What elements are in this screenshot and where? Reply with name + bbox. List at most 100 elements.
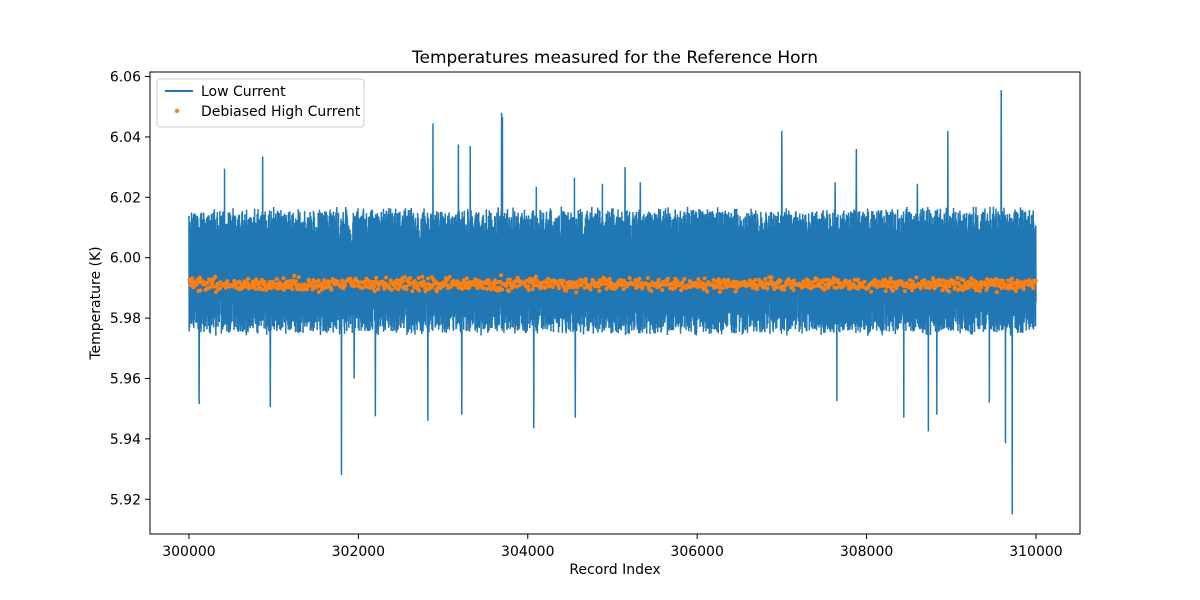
high-current-point bbox=[514, 284, 519, 289]
high-current-point bbox=[198, 288, 203, 293]
x-tick-label: 304000 bbox=[501, 544, 554, 560]
high-current-point bbox=[410, 289, 415, 294]
high-current-point bbox=[961, 278, 966, 283]
high-current-point bbox=[595, 280, 600, 285]
high-current-point bbox=[720, 286, 725, 291]
y-tick-label: 6.00 bbox=[110, 251, 141, 267]
y-tick-label: 6.04 bbox=[110, 130, 141, 146]
high-current-point bbox=[753, 277, 758, 282]
high-current-point bbox=[815, 277, 820, 282]
y-tick-label: 5.98 bbox=[110, 311, 141, 327]
high-current-point bbox=[791, 287, 796, 292]
high-current-point bbox=[420, 274, 425, 279]
high-current-point bbox=[835, 277, 840, 282]
high-current-point bbox=[975, 285, 980, 290]
high-current-point bbox=[530, 286, 535, 291]
high-current-point bbox=[966, 285, 971, 290]
high-current-point bbox=[486, 278, 491, 283]
high-current-point bbox=[778, 278, 783, 283]
high-current-point bbox=[910, 279, 915, 284]
high-current-point bbox=[855, 277, 860, 282]
high-current-point bbox=[445, 277, 450, 282]
high-current-point bbox=[755, 287, 760, 292]
high-current-point bbox=[711, 278, 716, 283]
high-current-point bbox=[627, 276, 632, 281]
high-current-point bbox=[649, 288, 654, 293]
high-current-point bbox=[382, 286, 387, 291]
high-current-point bbox=[937, 277, 942, 282]
high-current-point bbox=[194, 282, 199, 287]
high-current-point bbox=[888, 276, 893, 281]
x-axis: 300000 302000 304000 306000 308000 310000 bbox=[162, 534, 1063, 560]
high-current-point bbox=[481, 286, 486, 291]
high-current-point bbox=[733, 289, 738, 294]
high-current-point bbox=[281, 276, 286, 281]
high-current-point bbox=[425, 276, 430, 281]
high-current-point bbox=[791, 278, 796, 283]
high-current-point bbox=[604, 286, 609, 291]
high-current-point bbox=[372, 284, 377, 289]
high-current-point bbox=[979, 285, 984, 290]
high-current-point bbox=[645, 276, 650, 281]
high-current-point bbox=[574, 290, 579, 295]
high-current-point bbox=[862, 279, 867, 284]
high-current-point bbox=[245, 281, 250, 286]
high-current-point bbox=[290, 287, 295, 292]
high-current-point bbox=[724, 285, 729, 290]
high-current-point bbox=[535, 278, 540, 283]
high-current-point bbox=[416, 275, 421, 280]
high-current-point bbox=[682, 276, 687, 281]
high-current-point bbox=[705, 289, 710, 294]
high-current-point bbox=[393, 285, 398, 290]
high-current-point bbox=[985, 285, 990, 290]
y-tick-label: 5.96 bbox=[110, 371, 141, 387]
y-tick-label: 5.92 bbox=[110, 492, 141, 508]
high-current-point bbox=[274, 277, 279, 282]
high-current-point bbox=[973, 279, 978, 284]
high-current-point bbox=[869, 289, 874, 294]
high-current-point bbox=[561, 284, 566, 289]
high-current-point bbox=[408, 275, 413, 280]
high-current-point bbox=[341, 286, 346, 291]
high-current-point bbox=[543, 284, 548, 289]
high-current-point bbox=[680, 280, 685, 285]
high-current-point bbox=[485, 286, 490, 291]
high-current-point bbox=[214, 289, 218, 294]
high-current-point bbox=[1012, 281, 1017, 286]
high-current-point bbox=[716, 277, 721, 282]
high-current-point bbox=[507, 277, 512, 282]
high-current-point bbox=[698, 284, 703, 289]
high-current-point bbox=[825, 282, 830, 287]
high-current-point bbox=[947, 283, 952, 288]
high-current-point bbox=[946, 289, 951, 294]
high-current-point bbox=[533, 274, 538, 279]
high-current-point bbox=[550, 284, 555, 289]
high-current-point bbox=[717, 289, 722, 294]
high-current-point bbox=[417, 288, 422, 293]
high-current-point bbox=[507, 289, 512, 294]
high-current-point bbox=[932, 286, 937, 291]
high-current-point bbox=[589, 282, 594, 287]
high-current-point bbox=[374, 275, 379, 280]
high-current-point bbox=[660, 287, 665, 292]
x-tick-label: 310000 bbox=[1009, 544, 1062, 560]
high-current-point bbox=[546, 276, 551, 281]
high-current-point bbox=[448, 284, 453, 289]
high-current-point bbox=[352, 284, 357, 289]
high-current-point bbox=[957, 282, 962, 287]
high-current-point bbox=[679, 288, 684, 293]
high-current-point bbox=[402, 274, 407, 279]
high-current-point bbox=[735, 285, 740, 290]
high-current-point bbox=[614, 284, 619, 289]
high-current-point bbox=[447, 274, 452, 279]
high-current-point bbox=[526, 284, 531, 289]
high-current-point bbox=[782, 287, 787, 292]
high-current-point bbox=[499, 273, 504, 278]
high-current-point bbox=[583, 277, 588, 282]
high-current-point bbox=[834, 285, 839, 290]
high-current-point bbox=[564, 288, 569, 293]
high-current-point bbox=[883, 277, 888, 282]
high-current-point bbox=[1031, 286, 1036, 291]
high-current-point bbox=[760, 280, 765, 285]
high-current-point bbox=[640, 286, 645, 291]
